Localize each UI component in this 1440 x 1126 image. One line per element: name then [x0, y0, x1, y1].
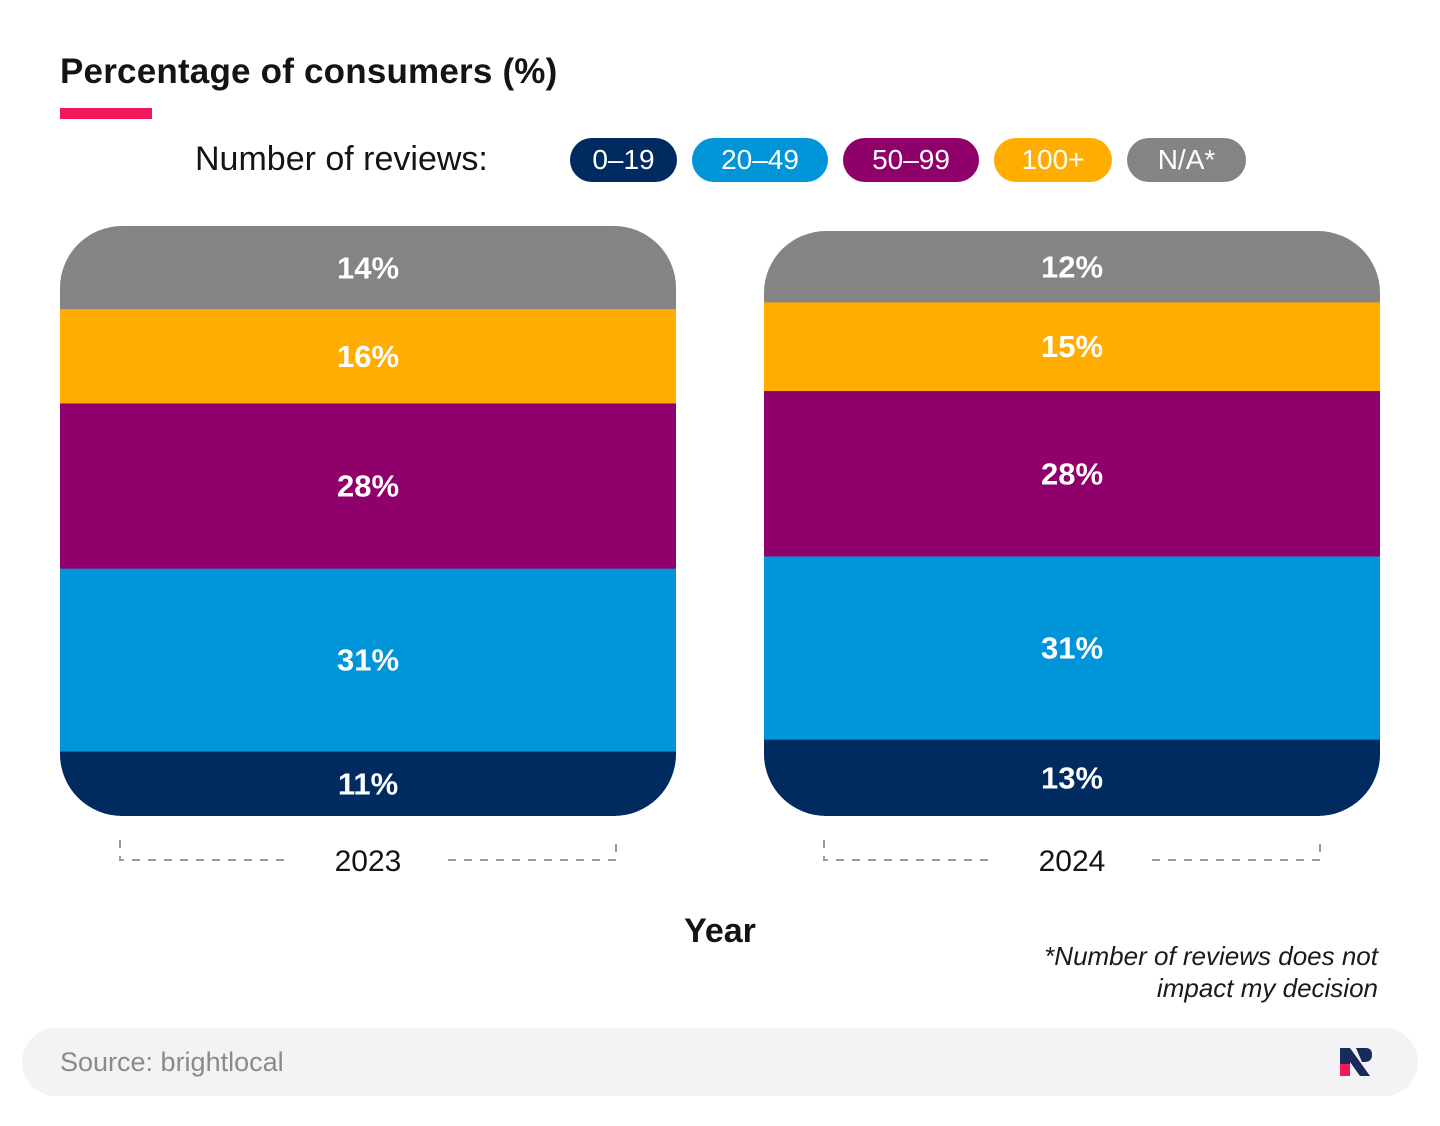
data-label-2024-1: 31% [1041, 631, 1103, 666]
bar-segment-2024-4 [764, 231, 1380, 303]
bar-group-2023 [60, 226, 676, 816]
data-label-2023-0: 11% [338, 767, 398, 802]
bar-segment-2023-0 [60, 751, 676, 816]
bar-segment-2024-3 [764, 301, 1380, 392]
bar-segment-2024-2 [764, 390, 1380, 557]
legend-item-0-19: 0–19 [570, 138, 677, 182]
data-label-2024-2: 28% [1041, 456, 1103, 491]
bar-segment-2023-3 [60, 308, 676, 404]
data-label-2023-3: 16% [337, 339, 399, 374]
legend-item-100-plus: 100+ [994, 138, 1112, 182]
x-axis-title: Year [684, 912, 756, 950]
data-label-2023-4: 14% [337, 250, 399, 285]
legend: Number of reviews: 0–19 20–49 50–99 100+… [0, 136, 1440, 184]
source-text: Source: brightlocal [60, 1047, 284, 1077]
bar-segment-2023-1 [60, 568, 676, 752]
footnote-line-2: impact my decision [1156, 973, 1378, 1003]
bar-segment-2023-2 [60, 403, 676, 569]
data-label-2024-0: 13% [1041, 761, 1103, 796]
source-footer: Source: brightlocal [22, 1028, 1418, 1096]
legend-item-20-49: 20–49 [692, 138, 828, 182]
data-label-2023-2: 28% [337, 469, 399, 504]
footnote: *Number of reviews does not impact my de… [858, 940, 1378, 1004]
legend-title: Number of reviews: [195, 140, 488, 178]
category-label-2023: 2023 [335, 845, 402, 878]
legend-item-50-99: 50–99 [843, 138, 979, 182]
data-label-2024-4: 12% [1041, 249, 1103, 284]
data-label-2024-3: 15% [1041, 329, 1103, 364]
category-label-2024: 2024 [1039, 845, 1106, 878]
data-label-2023-1: 31% [337, 643, 399, 678]
bar-segment-2024-0 [764, 739, 1380, 816]
brightlocal-logo-icon [1340, 1048, 1372, 1076]
category-bracket-2023 [119, 840, 617, 861]
legend-item-na: N/A* [1127, 138, 1246, 182]
bar-group-2024 [764, 231, 1380, 816]
bar-segment-2023-4 [60, 226, 676, 310]
footnote-line-1: *Number of reviews does not [1044, 941, 1378, 971]
chart-title: Percentage of consumers (%) [60, 52, 558, 91]
category-bracket-2024 [823, 840, 1321, 861]
title-underline [60, 108, 152, 119]
bar-segment-2024-1 [764, 556, 1380, 740]
